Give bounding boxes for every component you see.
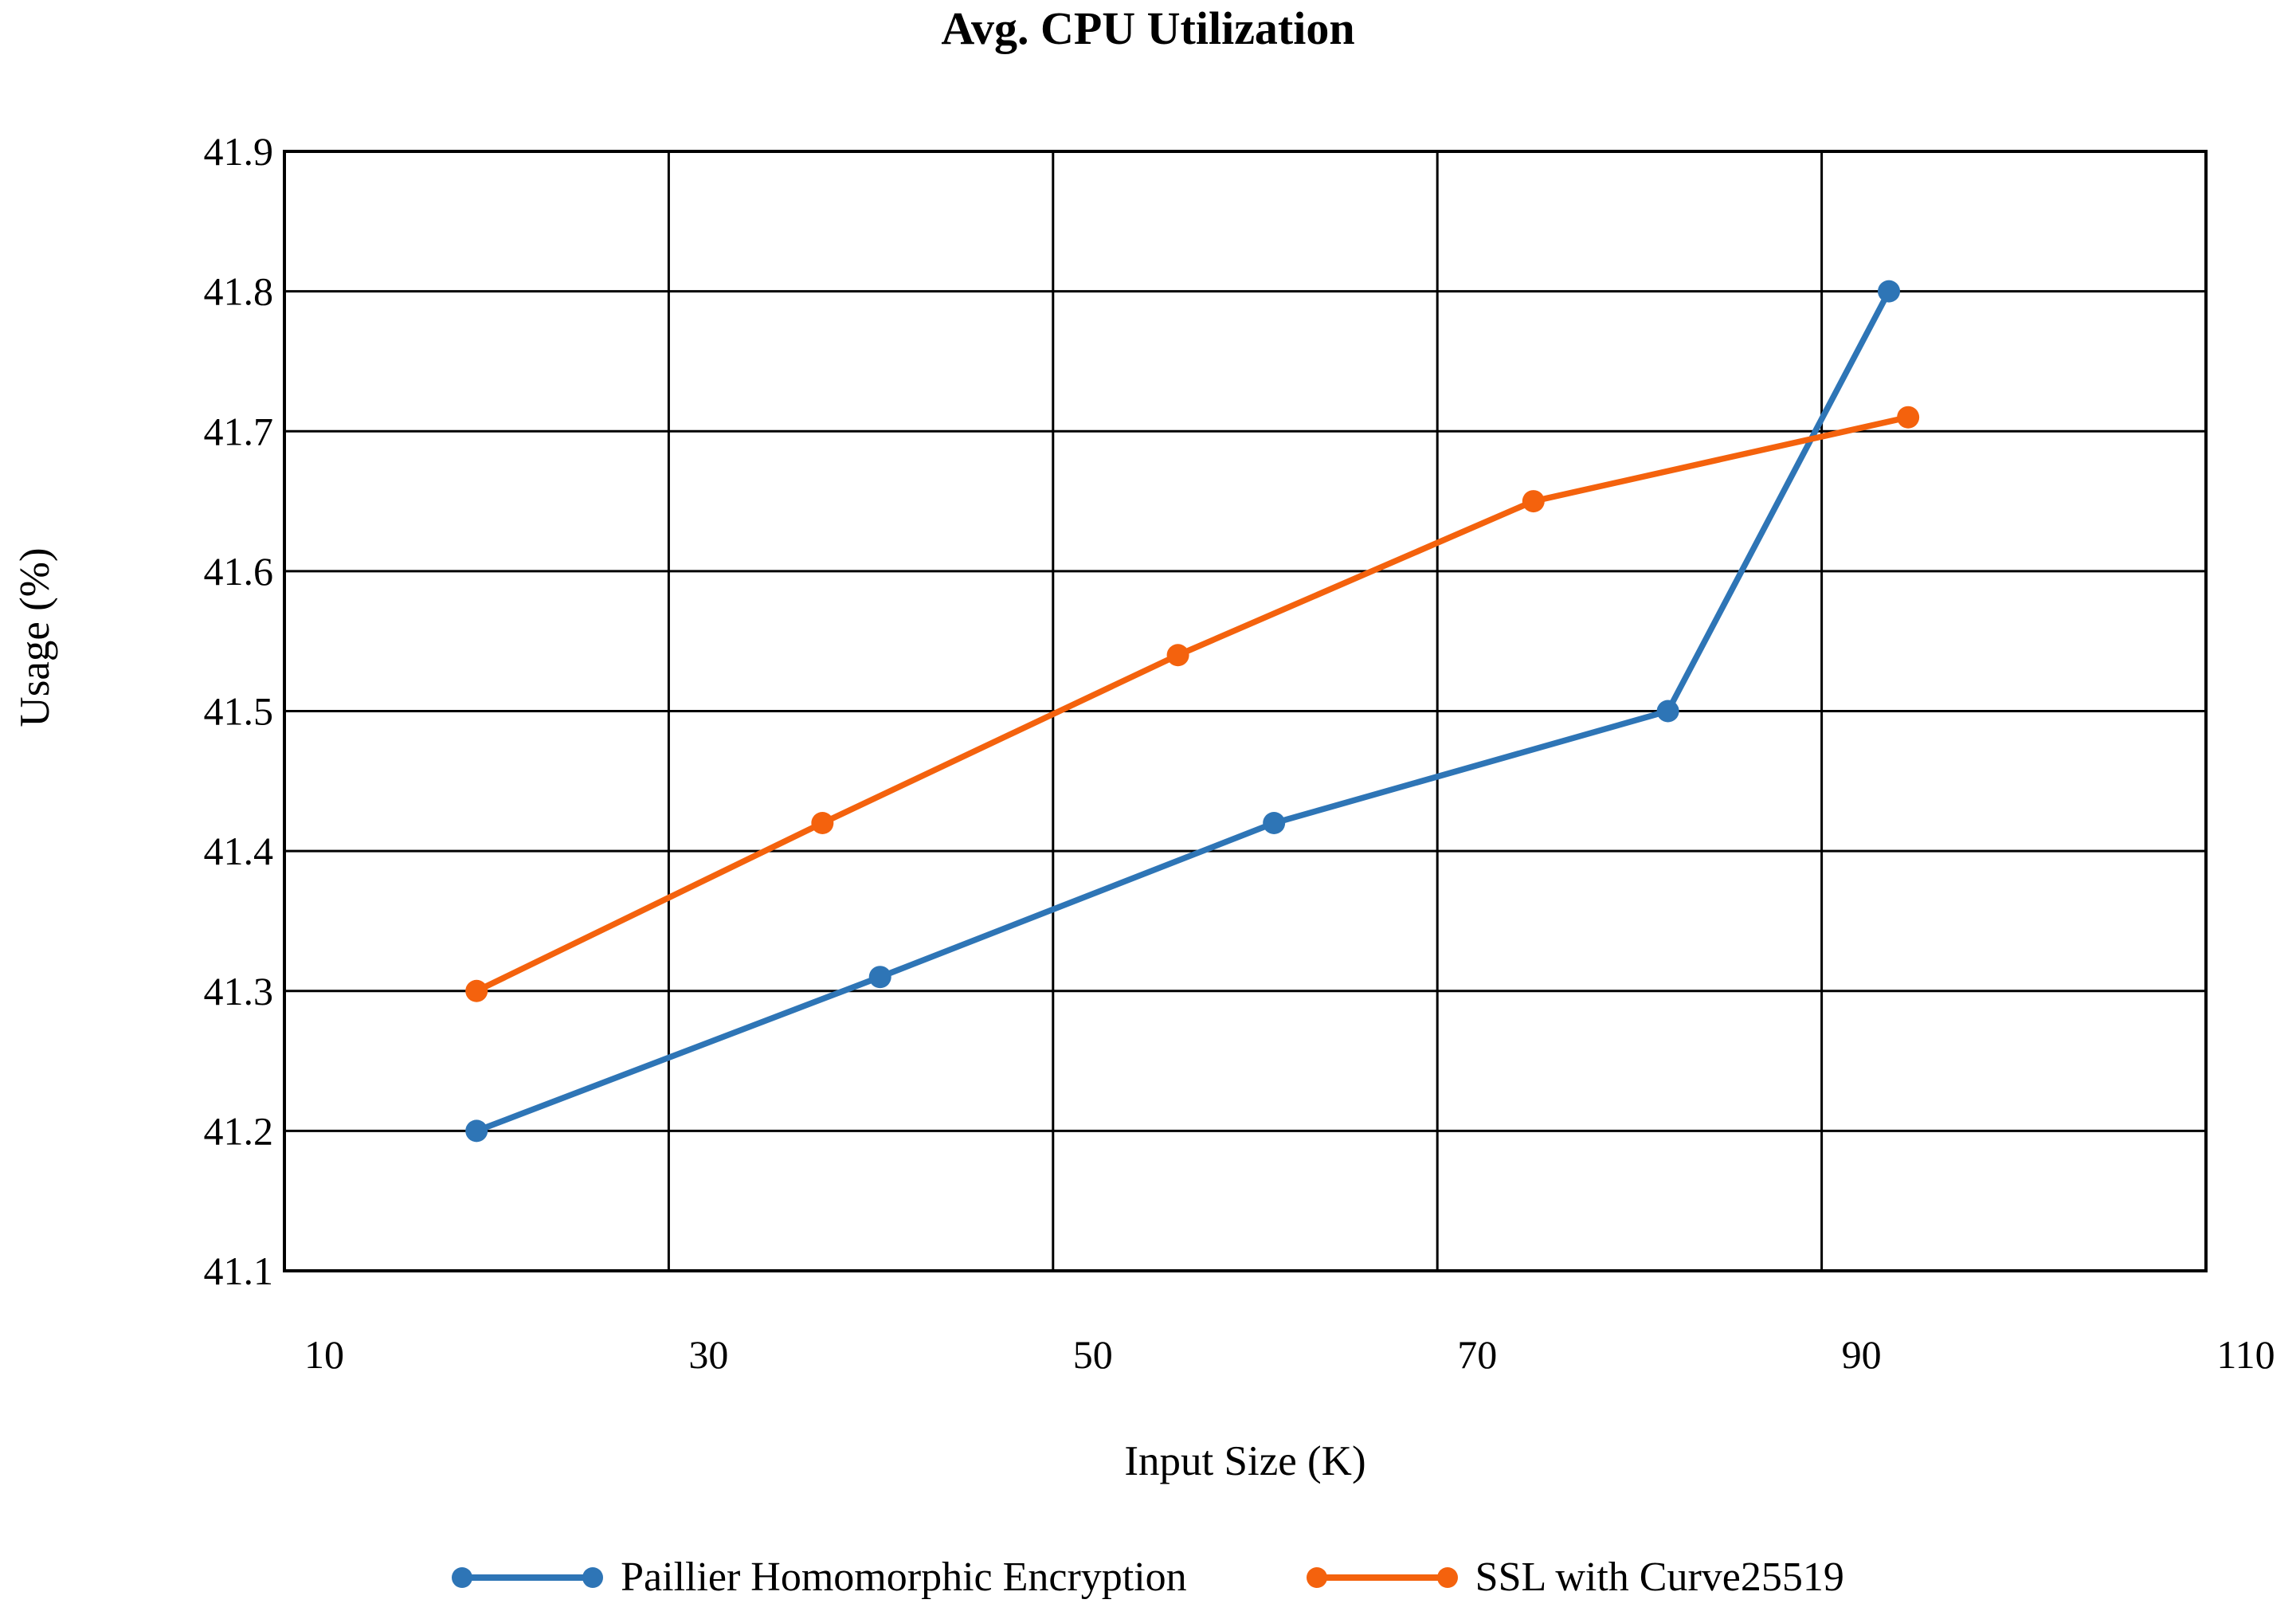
legend-item-paillier: Paillier Homomorphic Encryption [452,1554,1187,1601]
y-tick-label: 41.6 [204,549,274,594]
legend-line-marker-icon [452,1566,604,1588]
data-point-marker [1878,280,1901,303]
y-tick-label: 41.2 [204,1108,274,1153]
data-point-marker [1522,490,1545,513]
legend-item-ssl: SSL with Curve25519 [1306,1554,1844,1601]
data-point-marker [465,1119,488,1143]
x-tick-label: 50 [1073,1332,1113,1377]
legend-label-ssl: SSL with Curve25519 [1475,1554,1844,1600]
x-tick-label: 10 [304,1332,344,1377]
x-tick-label: 70 [1457,1332,1497,1377]
data-point-marker [1166,644,1189,667]
y-tick-label: 41.8 [204,269,274,314]
x-tick-label: 30 [688,1332,728,1377]
data-point-marker [465,979,488,1002]
chart-title: Avg. CPU Utilization [941,2,1355,54]
series-line-1 [473,414,1911,994]
y-tick-label: 41.1 [204,1249,274,1293]
x-axis-title: Input Size (K) [1124,1438,1366,1484]
data-point-marker [1897,406,1920,429]
legend-label-paillier: Paillier Homomorphic Encryption [621,1554,1187,1600]
y-tick-label: 41.3 [204,969,274,1013]
data-point-marker [868,966,891,989]
x-tick-label: 110 [2216,1332,2274,1377]
plot-border [283,150,2208,1272]
data-point-marker [1263,812,1286,834]
y-tick-label: 41.7 [204,409,274,453]
y-tick-label: 41.4 [204,829,274,873]
legend-line-marker-icon [1306,1566,1458,1588]
legend: Paillier Homomorphic Encryption SSL with… [0,1554,2296,1601]
x-tick-label: 90 [1842,1332,1882,1377]
y-tick-label: 41.9 [204,129,274,174]
data-point-marker [811,812,834,834]
data-point-marker [1656,700,1679,723]
y-tick-label: 41.5 [204,689,274,734]
